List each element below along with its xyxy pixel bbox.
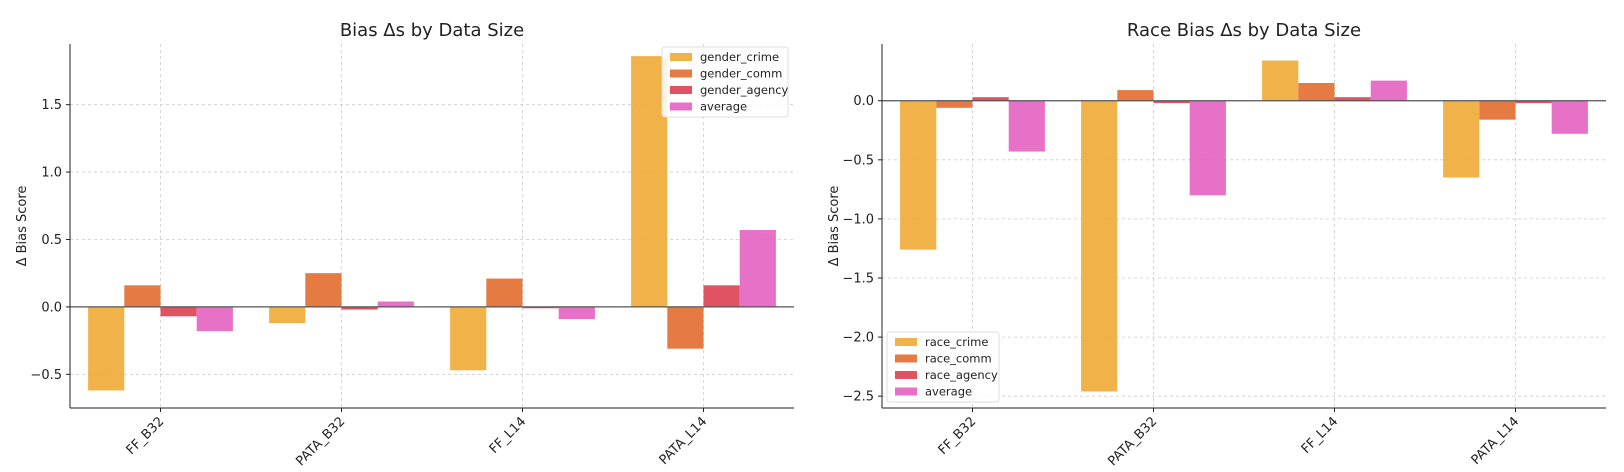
bar-gender_crime-PATA_L14 <box>631 56 668 307</box>
legend-label-gender_crime: gender_crime <box>700 50 779 64</box>
bar-race_crime-FF_L14 <box>1262 60 1299 101</box>
bar-average-PATA_L14 <box>1551 100 1588 134</box>
bar-race_crime-PATA_L14 <box>1443 100 1480 178</box>
x-tick-label: PATA_B32 <box>293 414 348 469</box>
bar-average-FF_L14 <box>558 306 595 320</box>
bar-average-PATA_B32 <box>377 301 414 307</box>
y-tick-label: 1.0 <box>41 166 62 181</box>
bar-race_comm-FF_L14 <box>1298 83 1335 101</box>
bar-gender_crime-PATA_B32 <box>269 306 306 324</box>
legend-label-gender_comm: gender_comm <box>700 67 782 81</box>
legend-swatch-race_agency <box>895 371 917 379</box>
x-tick-label: FF_B32 <box>124 414 168 458</box>
bar-gender_crime-FF_L14 <box>450 306 487 371</box>
bar-race_agency-PATA_L14 <box>1515 100 1552 104</box>
legend-label-race_agency: race_agency <box>925 368 998 382</box>
bar-race_agency-FF_L14 <box>1334 97 1371 101</box>
x-tick-label: FF_L14 <box>487 414 530 457</box>
bar-gender_comm-FF_L14 <box>486 278 523 307</box>
y-tick-label: 1.5 <box>41 98 62 113</box>
legend-swatch-average <box>670 102 692 111</box>
chart-title: Bias Δs by Data Size <box>340 20 524 41</box>
legend-label-race_comm: race_comm <box>925 352 992 366</box>
y-tick-label: 0.0 <box>853 94 874 109</box>
y-tick-label: −0.5 <box>30 368 62 383</box>
bar-average-FF_B32 <box>1008 100 1045 152</box>
bar-race_agency-FF_B32 <box>972 97 1009 101</box>
bar-race_comm-FF_B32 <box>936 100 973 108</box>
y-tick-label: −1.5 <box>842 272 874 287</box>
legend-box <box>886 331 1000 403</box>
y-axis-label: Δ Bias Score <box>15 186 30 267</box>
legend-label-average: average <box>700 100 747 114</box>
bar-gender_comm-PATA_L14 <box>667 306 704 349</box>
x-tick-label: PATA_L14 <box>657 414 711 468</box>
legend-box <box>661 46 789 118</box>
x-tick-label: FF_B32 <box>936 414 980 458</box>
legend-label-race_crime: race_crime <box>925 335 988 349</box>
bar-race_comm-PATA_L14 <box>1479 100 1516 120</box>
legend-swatch-race_comm <box>895 354 917 363</box>
bar-average-PATA_B32 <box>1189 100 1226 196</box>
y-tick-label: −0.5 <box>842 153 874 168</box>
bar-gender_agency-PATA_L14 <box>703 285 740 307</box>
bar-gender_comm-PATA_B32 <box>305 273 342 307</box>
bar-gender_agency-FF_B32 <box>160 306 197 317</box>
legend-swatch-gender_agency <box>670 86 692 94</box>
y-tick-label: −2.5 <box>842 390 874 405</box>
bar-average-PATA_L14 <box>739 230 776 307</box>
bar-average-FF_L14 <box>1370 80 1407 101</box>
legend-label-average: average <box>925 385 972 399</box>
bar-race_crime-PATA_B32 <box>1081 100 1118 392</box>
legend-swatch-gender_comm <box>670 69 692 78</box>
legend-swatch-average <box>895 387 917 396</box>
chart-panel-1: −0.5 0.0 0.5 1.0 1.5 FF_B32 PATA_B32 FF_L14 PATA… <box>15 20 794 469</box>
bar-race_crime-FF_B32 <box>900 100 937 250</box>
y-tick-label: 0.5 <box>41 233 62 248</box>
bar-gender_comm-FF_B32 <box>124 285 161 307</box>
bar-race_agency-PATA_B32 <box>1153 100 1190 104</box>
bar-gender_agency-PATA_B32 <box>341 306 378 310</box>
y-axis-label: Δ Bias Score <box>827 186 842 267</box>
legend-swatch-gender_crime <box>670 53 692 61</box>
x-tick-label: PATA_L14 <box>1469 414 1523 468</box>
bar-race_comm-PATA_B32 <box>1117 90 1154 101</box>
bar-gender_crime-FF_B32 <box>88 306 125 391</box>
legend: gender_crime gender_comm gender_agencyaver… <box>661 46 789 118</box>
chart-panel-2: −2.5 −2.0 −1.5 −1.0 −0.5 0.0 FF_B32 PATA_B32 FF_… <box>827 20 1606 469</box>
x-tick-label: PATA_B32 <box>1105 414 1160 469</box>
bar-gender_agency-FF_L14 <box>522 306 559 309</box>
legend-swatch-race_crime <box>895 338 917 346</box>
y-tick-label: −1.0 <box>842 212 874 227</box>
x-tick-label: FF_L14 <box>1299 414 1342 457</box>
y-tick-label: −2.0 <box>842 331 874 346</box>
y-tick-label: 0.0 <box>41 300 62 315</box>
legend-label-gender_agency: gender_agency <box>700 83 789 97</box>
chart-title: Race Bias Δs by Data Size <box>1127 20 1361 41</box>
bar-average-FF_B32 <box>196 306 233 332</box>
